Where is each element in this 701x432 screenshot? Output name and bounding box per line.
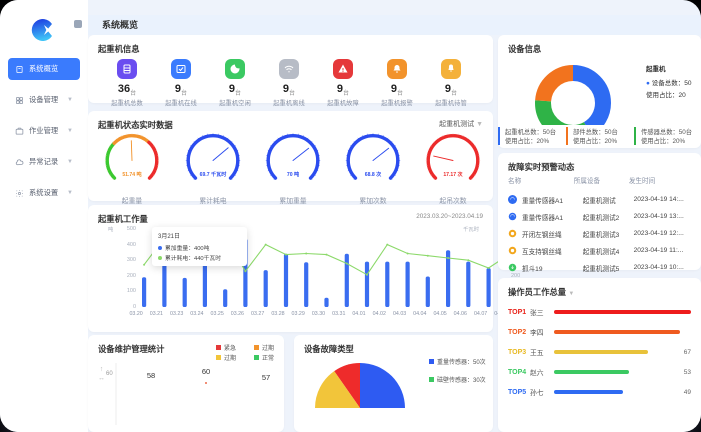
svg-text:51.74 吨: 51.74 吨 [122,170,142,178]
svg-text:57: 57 [262,373,270,382]
svg-text:60: 60 [202,367,210,376]
svg-text:17.17 次: 17.17 次 [443,170,463,178]
svg-text:69.7 千瓦时: 69.7 千瓦时 [200,170,228,178]
svg-text:68.8 次: 68.8 次 [365,170,382,178]
svg-text:70 吨: 70 吨 [287,170,300,178]
svg-text:58: 58 [147,371,155,380]
